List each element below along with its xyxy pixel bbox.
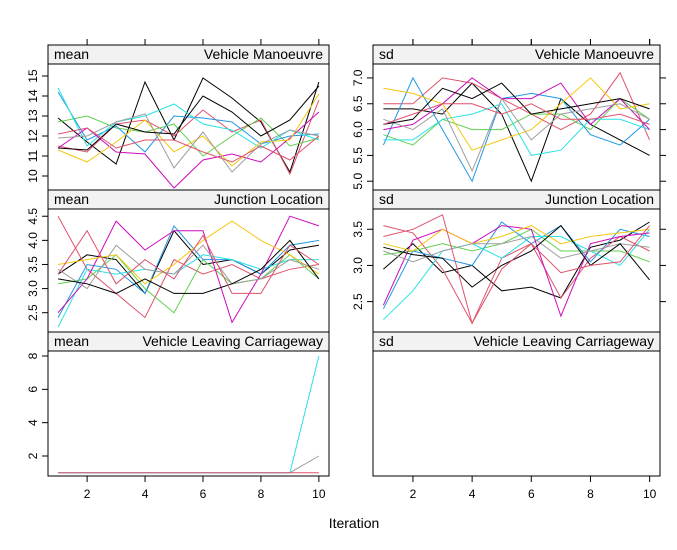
strip-stat-label: mean [54, 191, 89, 207]
x-tick-label: 8 [258, 487, 265, 501]
y-tick-label: 12 [26, 129, 40, 143]
series-lines [57, 77, 320, 189]
y-tick-label: 15 [26, 69, 40, 83]
series-line-10 [383, 214, 650, 325]
strip-stat-label: sd [379, 333, 394, 349]
panel-3: mean Junction Location 2.5 3.0 3.5 4.0 4.5 [26, 189, 330, 333]
series-line-1 [383, 82, 650, 183]
series-line-9 [383, 82, 650, 125]
x-tick-label: 10 [643, 487, 657, 501]
series-line-6 [382, 225, 650, 318]
series-line-7 [383, 225, 650, 252]
series-line-8 [58, 113, 320, 173]
strip-variable-label: Junction Location [214, 191, 323, 207]
series-lines [382, 71, 651, 183]
y-tick-label: 10 [26, 169, 40, 183]
y-tick-label: 3.0 [351, 257, 365, 274]
series-line-4 [57, 224, 319, 318]
series-lines [58, 355, 320, 474]
panel-border [47, 63, 330, 191]
series-line-9 [383, 224, 650, 288]
strip-variable-label: Vehicle Leaving Carriageway [142, 333, 323, 349]
series-line-3 [383, 97, 650, 146]
panel-2: sd Vehicle Manoeuvre 5.0 5.5 6.0 6.5 7.0 [351, 39, 661, 191]
series-line-3 [383, 228, 650, 263]
x-tick-label: 4 [142, 487, 149, 501]
x-tick-label: 8 [587, 487, 594, 501]
series-line-10 [383, 103, 650, 125]
series-line-5 [383, 103, 650, 156]
series-line-5 [57, 254, 319, 328]
series-line-7 [383, 77, 650, 151]
series-line-6 [57, 111, 320, 189]
series-line-9 [58, 85, 320, 151]
y-tick-label: 2 [26, 452, 40, 459]
y-tick-label: 3.5 [351, 221, 365, 238]
series-line-10 [57, 229, 320, 294]
y-tick-label: 4.5 [26, 208, 40, 225]
y-tick-label: 8 [26, 352, 40, 359]
series-line-2 [57, 215, 319, 319]
series-line-7 [57, 93, 320, 167]
y-tick-label: 7.0 [351, 69, 365, 86]
y-tick-label: 5.0 [351, 173, 365, 190]
y-tick-label: 3.0 [26, 280, 40, 297]
strip-stat-label: sd [379, 191, 394, 207]
strip-variable-label: Vehicle Manoeuvre [204, 46, 323, 62]
panel-6: sd Vehicle Leaving Carriageway 2 4 6 8 10 [372, 331, 661, 501]
y-tick-label: 2.5 [26, 304, 40, 321]
y-tick-label: 4 [26, 419, 40, 426]
series-lines [57, 215, 320, 328]
y-tick-label: 5.5 [351, 147, 365, 164]
y-tick-label: 13 [26, 109, 40, 123]
strip-stat-label: sd [379, 46, 394, 62]
series-line-4 [382, 221, 650, 310]
series-line-5 [57, 87, 320, 149]
y-tick-label: 4.0 [26, 232, 40, 249]
series-line-9 [58, 239, 320, 294]
y-tick-label: 6 [26, 386, 40, 393]
series-line-3 [57, 115, 320, 157]
x-tick-label: 10 [312, 487, 326, 501]
series-line-4 [57, 91, 319, 153]
y-tick-label: 2.5 [351, 293, 365, 310]
panel-5: mean Vehicle Leaving Carriageway 2 4 6 8 10 2 4 6… [26, 331, 330, 501]
y-tick-label: 3.5 [26, 256, 40, 273]
x-tick-label: 4 [469, 487, 476, 501]
series-line-1 [383, 221, 650, 299]
panel-border [47, 350, 330, 477]
y-tick-label: 11 [26, 149, 40, 162]
series-line-1 [57, 77, 320, 174]
series-line-2 [58, 355, 320, 474]
series-lines [382, 214, 650, 325]
y-tick-label: 14 [26, 89, 40, 103]
y-tick-label: 6.0 [351, 121, 365, 138]
series-line-10 [57, 127, 320, 163]
panel-4: sd Junction Location 2.5 3.0 3.5 [351, 189, 661, 333]
x-tick-label: 6 [528, 487, 535, 501]
y-tick-label: 6.5 [351, 95, 365, 112]
x-axis-title: Iteration [329, 515, 380, 531]
strip-variable-label: Vehicle Leaving Carriageway [473, 333, 654, 349]
series-line-6 [57, 215, 320, 324]
x-tick-label: 6 [200, 487, 207, 501]
strip-stat-label: mean [54, 46, 89, 62]
series-line-5 [383, 228, 650, 321]
strip-variable-label: Vehicle Manoeuvre [535, 46, 654, 62]
strip-stat-label: mean [54, 333, 89, 349]
panel-1: mean Vehicle Manoeuvre 10 11 12 13 14 15 [26, 39, 330, 191]
x-tick-label: 2 [84, 487, 91, 501]
x-tick-label: 2 [410, 487, 417, 501]
panel-border [372, 350, 661, 477]
series-line-8 [383, 97, 650, 173]
series-line-1 [58, 455, 320, 474]
strip-variable-label: Junction Location [545, 191, 654, 207]
